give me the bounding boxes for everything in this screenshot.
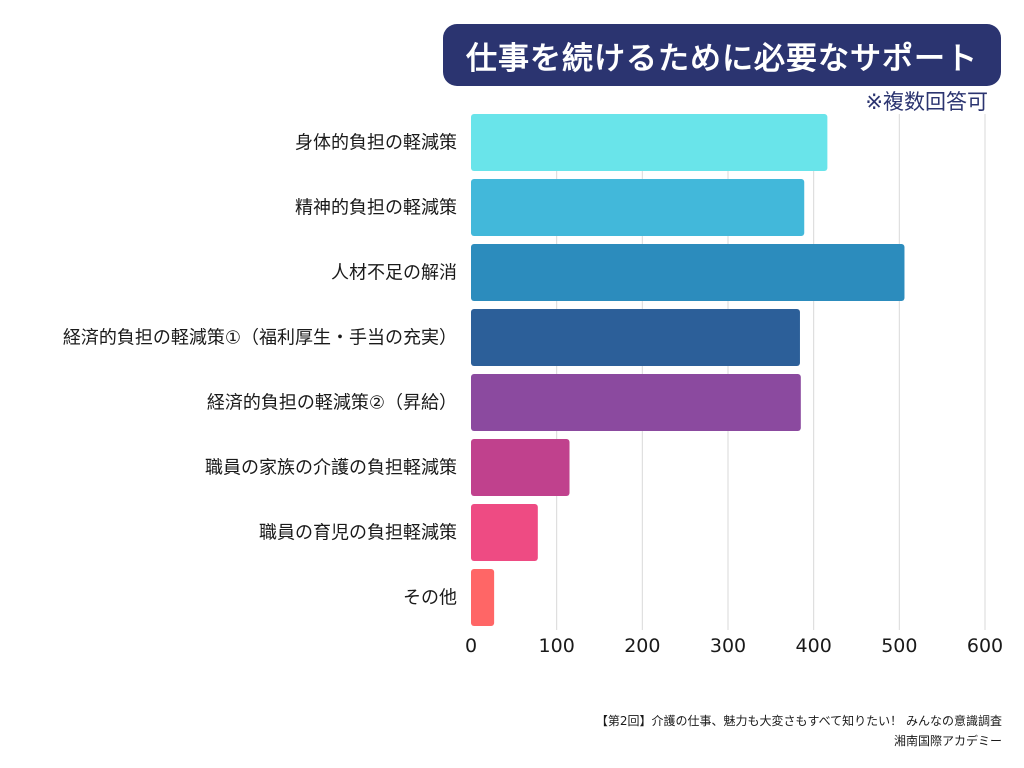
bar-1 xyxy=(471,179,805,236)
category-label: 精神的負担の軽減策 xyxy=(295,198,457,219)
bar-4 xyxy=(471,374,801,431)
x-axis-tick-labels: 0 100 200 300 400 500 600 xyxy=(465,635,1003,657)
bar-0 xyxy=(471,114,828,171)
bar-7 xyxy=(471,569,495,626)
category-labels: 身体的負担の軽減策精神的負担の軽減策人材不足の解消経済的負担の軽減策①（福利厚生… xyxy=(63,133,457,609)
x-tick-label: 500 xyxy=(881,635,917,657)
category-label: 職員の育児の負担軽減策 xyxy=(259,523,457,544)
x-tick-label: 100 xyxy=(539,635,575,657)
category-label: 経済的負担の軽減策②（昇給） xyxy=(207,393,457,414)
category-label: 職員の家族の介護の負担軽減策 xyxy=(205,458,457,479)
footer: 【第2回】介護の仕事、魅力も大変さもすべて知りたい！ みんなの意識調査 湘南国際… xyxy=(596,711,1002,751)
x-tick-label: 0 xyxy=(465,635,477,657)
category-label: その他 xyxy=(403,588,457,609)
category-label: 経済的負担の軽減策①（福利厚生・手当の充実） xyxy=(63,328,457,349)
bar-2 xyxy=(471,244,905,301)
category-label: 身体的負担の軽減策 xyxy=(295,133,457,154)
footer-publisher: 湘南国際アカデミー xyxy=(893,734,1002,748)
category-label: 人材不足の解消 xyxy=(331,263,457,284)
x-tick-label: 600 xyxy=(967,635,1003,657)
bars xyxy=(471,114,905,626)
bar-3 xyxy=(471,309,800,366)
bar-5 xyxy=(471,439,570,496)
x-tick-label: 300 xyxy=(710,635,746,657)
x-tick-label: 200 xyxy=(624,635,660,657)
footer-source: 【第2回】介護の仕事、魅力も大変さもすべて知りたい！ みんなの意識調査 xyxy=(595,714,1002,728)
chart-title: 仕事を続けるために必要なサポート xyxy=(443,24,1001,86)
chart-subtitle: ※複数回答可 xyxy=(865,90,988,114)
bar-6 xyxy=(471,504,538,561)
x-tick-label: 400 xyxy=(796,635,832,657)
